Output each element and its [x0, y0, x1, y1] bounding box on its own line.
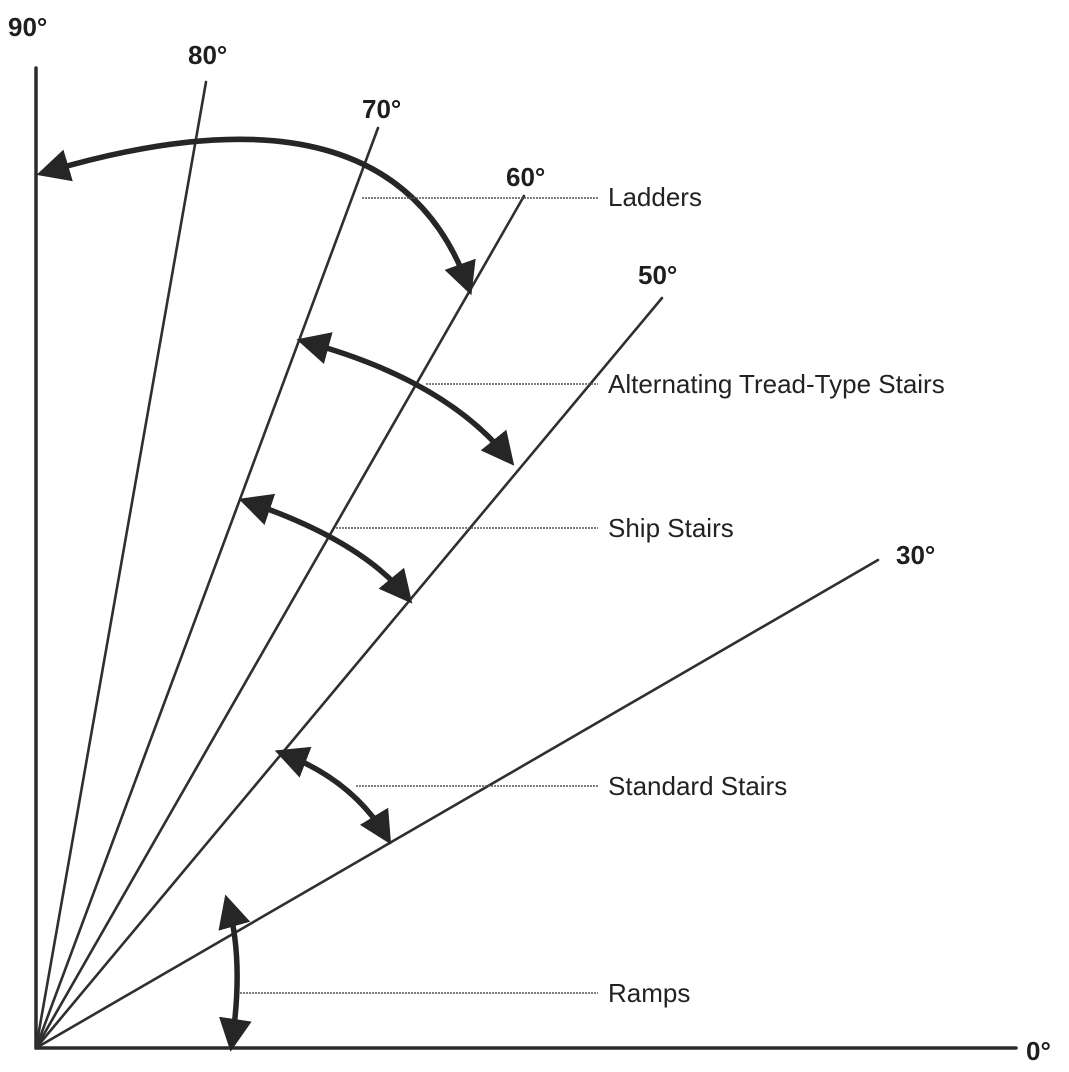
angle-label-90: 90°: [8, 12, 47, 42]
ray-50-deg: [34, 296, 664, 1050]
ramps-label: Ramps: [608, 978, 690, 1008]
ray-80-deg: [34, 80, 208, 1050]
angle-label-50: 50°: [638, 260, 677, 290]
ray-60-deg: [34, 194, 526, 1050]
angle-label-0: 0°: [1026, 1036, 1051, 1066]
angle-label-60: 60°: [506, 162, 545, 192]
ladders-range-arc: [36, 136, 476, 296]
ray-30-deg: [34, 558, 880, 1050]
ramps-range-arc: [218, 894, 252, 1052]
alternating-tread-label: Alternating Tread-Type Stairs: [608, 369, 945, 399]
ship-stairs-label: Ship Stairs: [608, 513, 734, 543]
ship-stairs-range-arc: [238, 493, 413, 604]
angle-label-30: 30°: [896, 540, 935, 570]
standard-stairs-label: Standard Stairs: [608, 771, 787, 801]
ladders-label: Ladders: [608, 182, 702, 212]
ray-70-deg: [34, 126, 380, 1050]
angle-label-80: 80°: [188, 40, 227, 70]
alternating-tread-range-arc: [296, 332, 515, 466]
angle-label-70: 70°: [362, 94, 401, 124]
standard-stairs-range-arc: [274, 746, 392, 845]
